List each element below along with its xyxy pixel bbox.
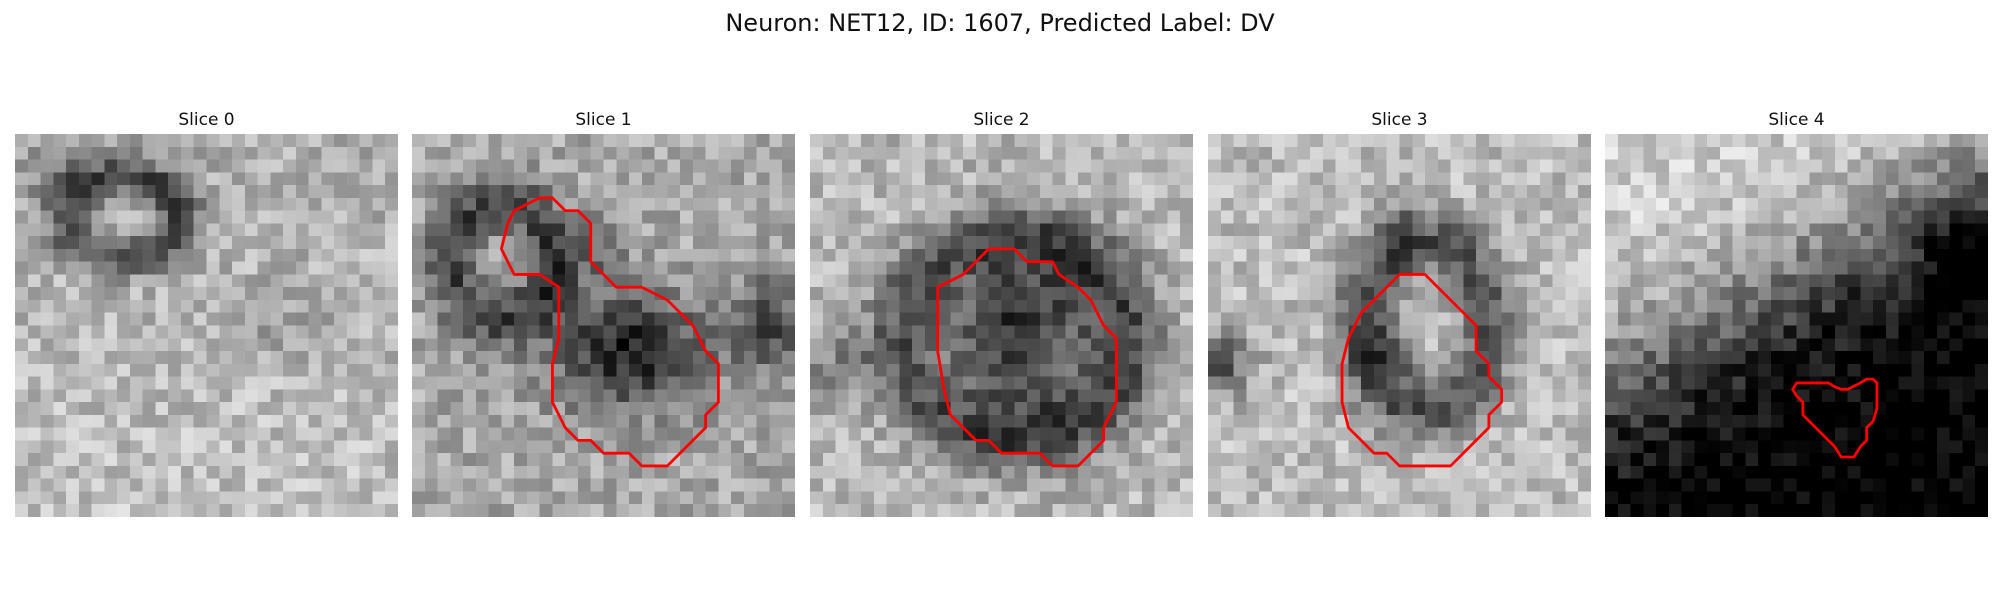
slice-2-contour <box>936 247 1118 468</box>
slice-4-title: Slice 4 <box>1768 110 1825 130</box>
slice-panel-3: Slice 3 <box>1208 108 1591 517</box>
slice-panel-1: Slice 1 <box>412 108 795 517</box>
slice-3-image <box>1208 134 1591 517</box>
slice-0-title: Slice 0 <box>178 110 235 130</box>
slice-2-image <box>810 134 1193 517</box>
slice-1-image <box>412 134 795 517</box>
slice-2-title: Slice 2 <box>973 110 1030 130</box>
figure-title: Neuron: NET12, ID: 1607, Predicted Label… <box>725 9 1275 37</box>
slice-1-title: Slice 1 <box>575 110 632 130</box>
slice-4-contour <box>1791 377 1879 459</box>
slice-1-contour <box>499 196 720 468</box>
slice-panel-4: Slice 4 <box>1605 108 1988 517</box>
slice-3-contour <box>1340 273 1504 468</box>
slice-4-image <box>1605 134 1988 517</box>
slice-3-title: Slice 3 <box>1371 110 1428 130</box>
slice-0-image <box>15 134 398 517</box>
slice-panel-0: Slice 0 <box>15 108 398 517</box>
slice-panel-2: Slice 2 <box>810 108 1193 517</box>
